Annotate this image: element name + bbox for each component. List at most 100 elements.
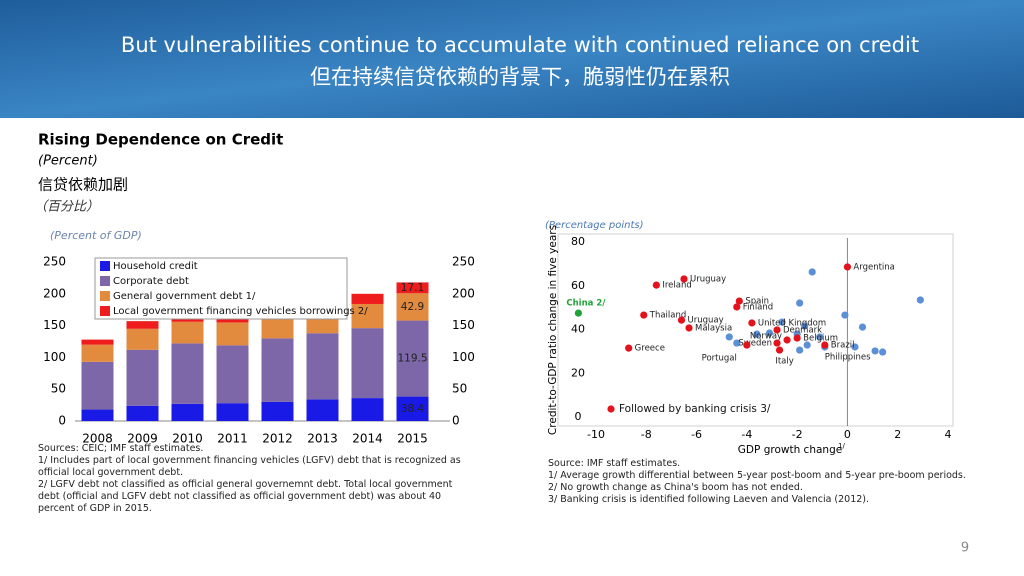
y-tick-label: 20 (571, 366, 585, 379)
point (753, 330, 761, 338)
x-tick-label: 4 (945, 428, 952, 441)
point (574, 309, 583, 317)
bar-segment (126, 349, 159, 406)
slide-title: But vulnerabilities continue to accumula… (121, 33, 919, 57)
point (735, 297, 743, 305)
point (871, 347, 879, 355)
point (743, 341, 751, 349)
point-label: Norway (750, 332, 782, 342)
point-label: Denmark (783, 325, 822, 335)
point (796, 346, 804, 354)
y-tick-label: 200 (43, 286, 66, 300)
point (765, 329, 774, 337)
bar-segment (396, 396, 429, 421)
legend-label: Followed by banking crisis 3/ (619, 403, 771, 415)
heading-zh: 信贷依赖加剧 (38, 176, 128, 194)
note: 2/ No growth change as China's boom has … (548, 482, 803, 493)
chart-subtitle: (Percentage points) (545, 220, 644, 231)
point (879, 348, 887, 356)
note: 3/ Banking crisis is identified followin… (548, 494, 870, 505)
bar-segment (126, 328, 159, 350)
point (796, 299, 804, 307)
point-label: Malaysia (695, 323, 732, 333)
right-notes: Source: IMF staff estimates. 1/ Average g… (548, 458, 988, 506)
data-label: 38.4 (401, 403, 425, 415)
y-tick-label: 100 (43, 350, 66, 364)
note: Source: IMF staff estimates. (548, 458, 681, 469)
x-tick-label: -2 (792, 428, 803, 441)
point-label: Sweden (738, 339, 772, 349)
point (733, 303, 741, 311)
x-axis-label-note: 1/ (838, 442, 845, 450)
plot-frame (557, 233, 954, 427)
point (803, 341, 811, 349)
point-label: Argentina (853, 262, 894, 272)
note: 1/ Includes part of local government fin… (38, 455, 461, 478)
point (793, 334, 801, 342)
point-label: Thailand (649, 311, 687, 321)
bar-segment (81, 344, 114, 362)
y-axis-label: Credit-to-GDP ratio change in five years (547, 225, 559, 435)
bar-segment (351, 303, 384, 329)
data-label: 17.1 (401, 282, 424, 294)
y-tick-label: 50 (51, 382, 66, 396)
bar-segment (81, 339, 114, 345)
x-tick-label: -10 (587, 428, 605, 441)
x-tick-label: 2011 (217, 432, 248, 446)
point (821, 341, 829, 349)
unit-zh: （百分比） (34, 199, 99, 215)
x-tick-label: -6 (691, 428, 702, 441)
y2-tick-label: 0 (452, 414, 460, 428)
point-label: Italy (775, 357, 793, 367)
y-tick-label: 250 (43, 255, 66, 269)
point (801, 322, 809, 330)
point-label: United Kingdom (758, 318, 826, 328)
legend-label: General government debt 1/ (113, 291, 256, 302)
legend-swatch (100, 276, 110, 286)
bar-segment (261, 316, 294, 339)
point (778, 318, 786, 326)
point-label: Brazil (831, 341, 855, 351)
point-label: Greece (635, 344, 665, 354)
bar-segment (306, 399, 339, 421)
point-label: Philippines (825, 353, 871, 363)
point-label: China 2/ (566, 299, 606, 309)
legend-box (94, 257, 348, 320)
data-label: 119.5 (397, 353, 427, 365)
x-tick-label: 0 (844, 428, 851, 441)
x-tick-label: 2013 (307, 432, 338, 446)
y-tick-label: 0 (575, 410, 582, 423)
page-number: 9 (961, 541, 969, 556)
point-label: Spain (745, 297, 769, 307)
point (625, 344, 633, 352)
point (783, 336, 791, 344)
bar-segment (396, 320, 429, 397)
point (816, 333, 824, 341)
point (841, 311, 849, 319)
bar-segment (261, 338, 294, 402)
legend-swatch (100, 261, 110, 271)
point-label: Uruguay (690, 274, 726, 284)
unit: (Percent) (38, 154, 98, 169)
point (858, 323, 867, 331)
point (808, 268, 816, 276)
point (773, 326, 781, 334)
point-label: Belgium (803, 334, 838, 344)
point (851, 343, 859, 351)
left-notes: Sources: CEIC; IMF staff estimates. 1/ In… (38, 443, 470, 515)
point (733, 339, 741, 347)
point (773, 339, 781, 347)
note: Sources: CEIC; IMF staff estimates. (38, 443, 204, 454)
y2-tick-label: 50 (452, 382, 467, 396)
x-tick-label: 2012 (262, 432, 293, 446)
axis-title: (Percent of GDP) (50, 229, 142, 242)
bar-segment (171, 343, 204, 404)
point (640, 311, 648, 319)
legend-label: Corporate debt (113, 276, 189, 287)
point (916, 296, 924, 304)
x-tick-label: 2008 (82, 432, 113, 446)
y2-tick-label: 100 (452, 350, 475, 364)
bar-segment (171, 403, 204, 421)
point (725, 333, 733, 341)
